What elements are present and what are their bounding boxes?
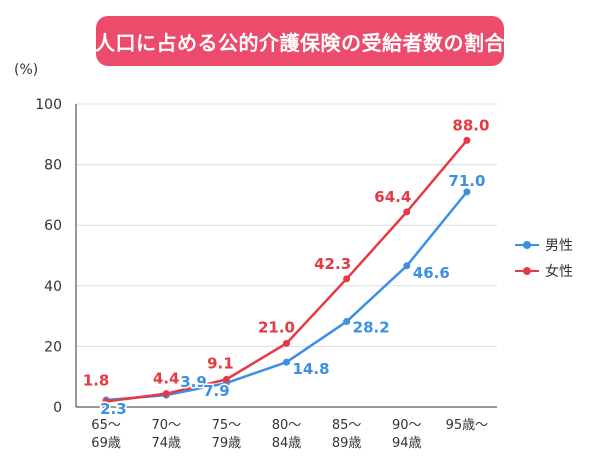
data-label: 3.9 bbox=[180, 373, 207, 391]
data-label: 28.2 bbox=[353, 319, 390, 337]
legend-item-male: 男性 bbox=[515, 232, 573, 258]
data-labels: 2.3 3.97.9 14.8 28.2 46.6 71.0 1.8 4.4 9.1 21.0 42… bbox=[81, 115, 491, 420]
chart-title: 人口に占める公的介護保険の受給者数の割合 bbox=[95, 16, 505, 66]
legend: 男性 女性 bbox=[515, 232, 573, 284]
y-tick-label: 60 bbox=[44, 218, 62, 234]
y-tick-label: 100 bbox=[35, 97, 62, 113]
y-tick-label: 20 bbox=[44, 339, 62, 355]
legend-swatch-female bbox=[515, 266, 539, 276]
x-tick-label: 95歳～ bbox=[446, 418, 489, 433]
x-tick-label: 85～ 89歳 bbox=[332, 418, 362, 451]
data-point bbox=[343, 318, 351, 326]
y-tick-label: 80 bbox=[44, 158, 62, 174]
data-label: 1.8 bbox=[83, 372, 110, 390]
series-points bbox=[102, 136, 471, 406]
x-tick-label: 65～ 69歳 bbox=[91, 418, 121, 451]
data-point bbox=[403, 208, 411, 216]
axes bbox=[75, 104, 497, 408]
x-tick-label: 70～ 74歳 bbox=[151, 418, 181, 451]
y-axis-unit: (%) bbox=[14, 62, 39, 78]
data-point bbox=[222, 375, 230, 383]
x-tick-label: 75～ 79歳 bbox=[212, 418, 242, 451]
data-point bbox=[283, 339, 290, 347]
x-tick-label: 80～ 84歳 bbox=[272, 418, 302, 451]
data-label: 21.0 bbox=[258, 318, 295, 336]
y-tick-label: 0 bbox=[53, 400, 62, 416]
data-label: 4.4 bbox=[153, 370, 180, 388]
legend-swatch-male bbox=[515, 240, 539, 250]
data-label: 46.6 bbox=[413, 264, 450, 282]
data-label: 42.3 bbox=[314, 255, 351, 273]
legend-label-male: 男性 bbox=[545, 238, 573, 254]
data-label: 71.0 bbox=[448, 172, 485, 190]
legend-label-female: 女性 bbox=[545, 264, 573, 280]
y-axis-ticks: 0 20 40 60 80 100 bbox=[35, 97, 62, 416]
data-point bbox=[463, 188, 471, 196]
data-point bbox=[162, 390, 170, 398]
data-point bbox=[463, 136, 471, 144]
data-point bbox=[403, 262, 411, 270]
legend-item-female: 女性 bbox=[515, 258, 573, 284]
data-point bbox=[102, 398, 110, 406]
data-label: 9.1 bbox=[207, 354, 234, 372]
data-label: 2.3 bbox=[100, 400, 127, 418]
data-point bbox=[343, 275, 351, 283]
data-label: 7.9 bbox=[203, 382, 230, 400]
data-label: 88.0 bbox=[452, 116, 489, 134]
data-point bbox=[283, 358, 290, 366]
x-tick-label: 90～ 94歳 bbox=[392, 418, 422, 451]
y-tick-label: 40 bbox=[44, 279, 62, 295]
grid-lines bbox=[76, 103, 497, 347]
data-label: 14.8 bbox=[293, 360, 330, 378]
x-axis-ticks: 65～ 69歳 70～ 74歳 75～ 79歳 80～ 84歳 85～ 89歳 90～ 94歳 95歳～ bbox=[91, 418, 488, 451]
data-label: 64.4 bbox=[374, 188, 411, 206]
